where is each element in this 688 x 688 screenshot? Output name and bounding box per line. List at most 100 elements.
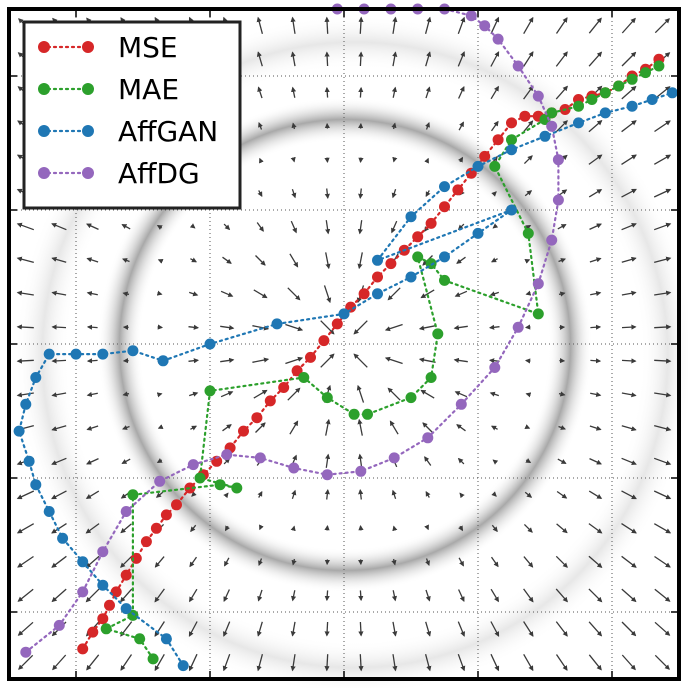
field-arrow-110 xyxy=(188,324,200,330)
field-arrow-45 xyxy=(85,490,100,499)
field-arrow-241 xyxy=(425,621,432,637)
field-arrow-350 xyxy=(590,324,602,330)
field-arrow-20 xyxy=(52,654,67,671)
legend-label-affdg: AffDG xyxy=(118,157,200,190)
field-arrow-121 xyxy=(222,621,231,637)
point-mse-20 xyxy=(305,351,316,363)
point-affdg-20 xyxy=(552,154,564,166)
field-arrow-296 xyxy=(490,120,499,132)
field-arrow-380 xyxy=(654,654,670,670)
field-arrow-190 xyxy=(320,320,335,335)
point-mae-12 xyxy=(362,408,373,420)
field-arrow-147 xyxy=(255,422,266,433)
field-arrow-225 xyxy=(391,489,397,500)
field-arrow-71 xyxy=(122,291,130,297)
field-arrow-143 xyxy=(258,558,263,566)
point-affgan-23 xyxy=(472,227,484,239)
field-arrow-352 xyxy=(589,257,602,263)
point-mse-5 xyxy=(120,569,132,581)
field-arrow-90 xyxy=(157,324,164,330)
field-arrow-342 xyxy=(588,588,603,603)
field-arrow-100 xyxy=(188,653,198,672)
field-arrow-28 xyxy=(51,392,67,398)
point-mae-0 xyxy=(147,653,159,665)
point-affdg-0 xyxy=(20,646,32,658)
field-arrow-60 xyxy=(120,654,133,671)
point-affgan-3 xyxy=(97,579,109,591)
field-arrow-272 xyxy=(456,256,466,264)
field-arrow-370 xyxy=(621,324,637,330)
field-arrow-275 xyxy=(458,156,464,163)
field-arrow-290 xyxy=(488,324,500,330)
field-arrow-140 xyxy=(256,654,264,672)
legend-marker-start-affdg xyxy=(38,167,50,179)
point-mse-36 xyxy=(519,110,531,122)
point-affgan-20 xyxy=(372,288,383,300)
field-arrow-182 xyxy=(324,590,330,602)
point-affgan-0 xyxy=(177,660,189,672)
point-mse-29 xyxy=(425,217,437,229)
field-arrow-265 xyxy=(459,492,465,499)
field-arrow-175 xyxy=(290,156,296,163)
field-arrow-27 xyxy=(51,425,67,432)
point-affdg-16 xyxy=(512,321,524,333)
point-affdg-5 xyxy=(154,475,166,487)
field-arrow-235 xyxy=(392,156,398,163)
field-arrow-354 xyxy=(588,189,603,198)
field-arrow-315 xyxy=(523,155,533,165)
field-arrow-381 xyxy=(654,621,671,636)
point-affgan-2 xyxy=(120,603,132,615)
field-arrow-123 xyxy=(224,557,230,567)
field-arrow-341 xyxy=(588,621,603,637)
field-arrow-237 xyxy=(391,86,397,98)
point-affgan-15 xyxy=(127,345,139,357)
field-arrow-276 xyxy=(458,121,464,131)
field-arrow-124 xyxy=(224,525,230,532)
field-arrow-108 xyxy=(188,391,199,397)
point-mse-25 xyxy=(372,271,383,283)
point-affdg-21 xyxy=(546,120,558,132)
point-affdg-6 xyxy=(187,459,199,471)
field-arrow-318 xyxy=(523,51,534,67)
field-arrow-302 xyxy=(523,588,534,603)
point-mse-17 xyxy=(264,395,276,407)
field-arrow-356 xyxy=(588,120,603,133)
series-affgan xyxy=(13,87,678,672)
field-arrow-200 xyxy=(358,654,364,672)
field-arrow-2 xyxy=(17,588,34,602)
field-arrow-393 xyxy=(653,222,672,231)
field-arrow-156 xyxy=(258,122,263,130)
field-arrow-49 xyxy=(86,358,98,364)
field-arrow-159 xyxy=(256,16,264,34)
field-arrow-292 xyxy=(490,257,498,263)
field-arrow-323 xyxy=(555,555,568,568)
point-affgan-8 xyxy=(23,455,35,467)
point-mae-29 xyxy=(626,73,638,85)
field-arrow-238 xyxy=(392,51,398,67)
field-arrow-192 xyxy=(325,252,331,270)
field-arrow-332 xyxy=(558,258,566,263)
field-arrow-250 xyxy=(418,325,436,331)
field-arrow-113 xyxy=(189,223,196,229)
point-mae-7 xyxy=(194,472,206,484)
field-arrow-375 xyxy=(621,154,637,165)
field-arrow-310 xyxy=(524,324,531,330)
field-arrow-155 xyxy=(259,157,264,164)
legend-marker-end-mse xyxy=(82,41,94,53)
point-affgan-11 xyxy=(30,372,42,383)
field-arrow-349 xyxy=(590,358,602,364)
point-mae-11 xyxy=(348,408,360,420)
field-arrow-215 xyxy=(358,157,364,164)
field-arrow-278 xyxy=(457,51,466,67)
field-arrow-317 xyxy=(523,85,534,100)
field-arrow-362 xyxy=(621,588,637,603)
field-arrow-162 xyxy=(291,590,297,602)
field-arrow-177 xyxy=(291,86,297,98)
field-arrow-246 xyxy=(424,456,432,466)
field-arrow-283 xyxy=(490,556,499,568)
point-affdg-15 xyxy=(489,362,501,373)
field-arrow-371 xyxy=(621,290,637,296)
field-arrow-344 xyxy=(588,523,603,534)
field-arrow-248 xyxy=(420,389,435,399)
